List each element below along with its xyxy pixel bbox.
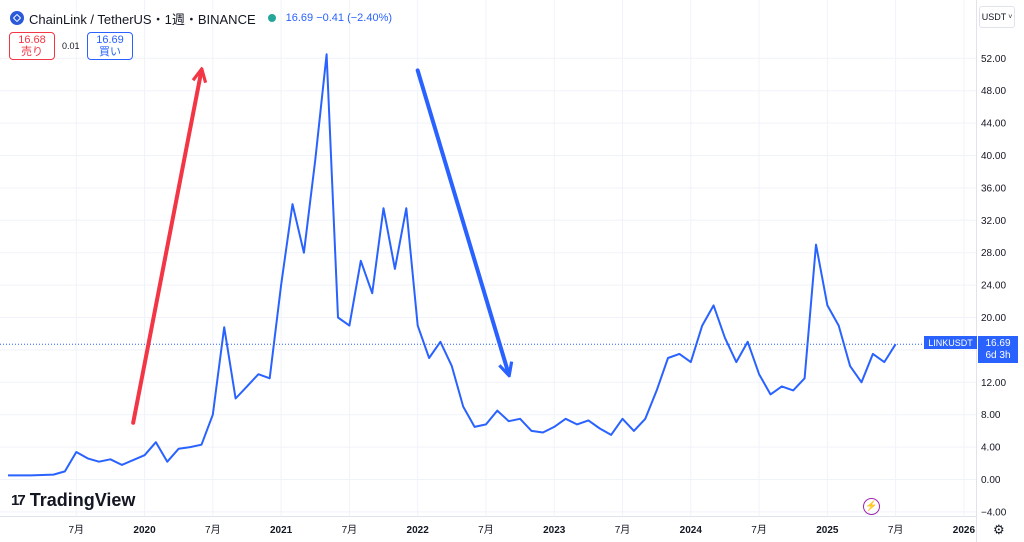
x-tick-label: 2023 bbox=[543, 525, 566, 536]
uptrend-arrow bbox=[131, 70, 201, 425]
y-tick-label: 48.00 bbox=[981, 86, 1006, 97]
x-tick-label: 7月 bbox=[478, 524, 494, 536]
price-marker-countdown: 6d 3h bbox=[985, 349, 1011, 361]
x-tick-label: 7月 bbox=[68, 524, 84, 536]
x-tick-label: 2020 bbox=[133, 525, 156, 536]
y-tick-label: 40.00 bbox=[981, 151, 1006, 162]
chainlink-icon bbox=[10, 11, 24, 25]
buy-price: 16.69 bbox=[96, 34, 124, 46]
x-tick-label: 7月 bbox=[342, 524, 358, 536]
chevron-down-icon: ˅ bbox=[1008, 13, 1013, 21]
symbol-title[interactable]: ChainLink / TetherUS・1週・BINANCE bbox=[29, 11, 256, 27]
buy-label: 買い bbox=[99, 46, 121, 58]
y-tick-label: 20.00 bbox=[981, 313, 1006, 324]
x-tick-label: 2022 bbox=[407, 525, 430, 536]
x-tick-label: 2025 bbox=[816, 525, 839, 536]
lightning-icon[interactable]: ⚡ bbox=[863, 498, 880, 515]
x-tick-label: 7月 bbox=[751, 524, 767, 536]
y-tick-label: 0.00 bbox=[981, 475, 1001, 486]
y-tick-label: 44.00 bbox=[981, 119, 1006, 130]
x-tick-label: 2021 bbox=[270, 525, 293, 536]
y-tick-label: 32.00 bbox=[981, 216, 1006, 227]
y-tick-label: 36.00 bbox=[981, 183, 1006, 194]
x-tick-label: 7月 bbox=[888, 524, 904, 536]
x-tick-label: 2026 bbox=[953, 525, 976, 536]
y-tick-label: 52.00 bbox=[981, 54, 1006, 65]
price-series-line bbox=[8, 53, 897, 477]
x-tick-label: 2024 bbox=[680, 525, 703, 536]
y-tick-label: 28.00 bbox=[981, 248, 1006, 259]
tradingview-logo-text: TradingView bbox=[29, 490, 136, 510]
downtrend-arrow bbox=[415, 68, 509, 374]
x-tick-label: 7月 bbox=[205, 524, 221, 536]
sell-price: 16.68 bbox=[18, 34, 46, 46]
price-marker: 16.69 6d 3h bbox=[978, 336, 1018, 363]
y-tick-label: 12.00 bbox=[981, 378, 1006, 389]
y-tick-label: 4.00 bbox=[981, 443, 1001, 454]
tradingview-logo[interactable]: 17 TradingView bbox=[11, 490, 135, 511]
currency-selector[interactable]: USDT ˅ bbox=[979, 6, 1015, 28]
price-label-symbol: LINKUSDT bbox=[924, 336, 977, 349]
price-marker-value: 16.69 bbox=[985, 337, 1011, 349]
price-change-readout: 16.69 −0.41 (−2.40%) bbox=[285, 12, 393, 24]
buy-button[interactable]: 16.69 買い bbox=[87, 32, 133, 60]
y-tick-label: −4.00 bbox=[981, 507, 1007, 518]
x-tick-label: 7月 bbox=[615, 524, 631, 536]
currency-label: USDT bbox=[981, 12, 1007, 22]
y-tick-label: 24.00 bbox=[981, 281, 1006, 292]
spread-value: 0.01 bbox=[62, 41, 80, 51]
sell-label: 売り bbox=[21, 46, 43, 58]
chart-header: ChainLink / TetherUS・1週・BINANCE 16.69 −0… bbox=[10, 8, 392, 28]
tradingview-logo-icon: 17 bbox=[11, 492, 26, 509]
sell-button[interactable]: 16.68 売り bbox=[9, 32, 55, 60]
market-open-icon bbox=[267, 14, 276, 22]
gear-icon[interactable]: ⚙ bbox=[993, 522, 1005, 537]
y-tick-label: 8.00 bbox=[981, 410, 1001, 421]
